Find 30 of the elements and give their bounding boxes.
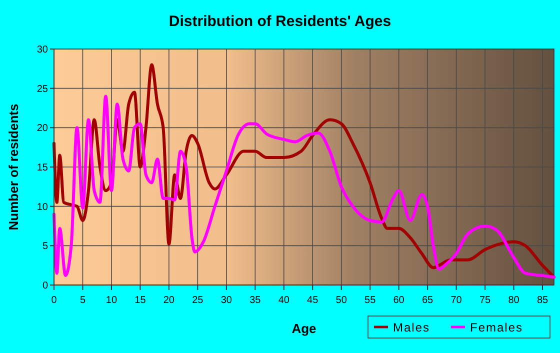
x-tick-label: 55 [364, 295, 376, 306]
y-tick-label: 15 [36, 162, 48, 174]
x-tick-label: 35 [250, 295, 262, 306]
y-tick-label: 30 [36, 44, 48, 56]
x-tick-label: 0 [51, 295, 58, 306]
legend-label: Females [470, 320, 524, 334]
y-tick-label: 0 [42, 280, 48, 292]
y-tick-label: 10 [36, 202, 48, 213]
x-tick-label: 20 [163, 295, 175, 306]
x-tick-label: 75 [479, 295, 492, 306]
x-tick-label: 70 [450, 295, 462, 306]
x-tick-label: 25 [192, 295, 204, 306]
y-tick-label: 5 [42, 241, 48, 252]
x-tick-label: 45 [307, 295, 319, 306]
x-tick-label: 65 [422, 295, 434, 306]
x-tick-label: 40 [278, 295, 290, 306]
x-tick-label: 50 [336, 295, 348, 306]
x-axis-title: Age [292, 321, 316, 336]
y-tick-label: 20 [36, 123, 48, 134]
legend-label: Males [393, 320, 430, 334]
x-tick-label: 30 [220, 295, 232, 306]
x-tick-label: 5 [80, 295, 86, 306]
x-tick-label: 80 [508, 295, 520, 306]
y-axis-title: Number of residents [6, 104, 21, 230]
x-tick-label: 85 [536, 295, 549, 306]
x-tick-label: 60 [393, 295, 405, 306]
x-tick-label: 10 [106, 295, 118, 306]
x-tick-label: 15 [134, 295, 146, 306]
chart-title: Distribution of Residents' Ages [168, 13, 392, 30]
y-tick-label: 25 [36, 84, 48, 95]
